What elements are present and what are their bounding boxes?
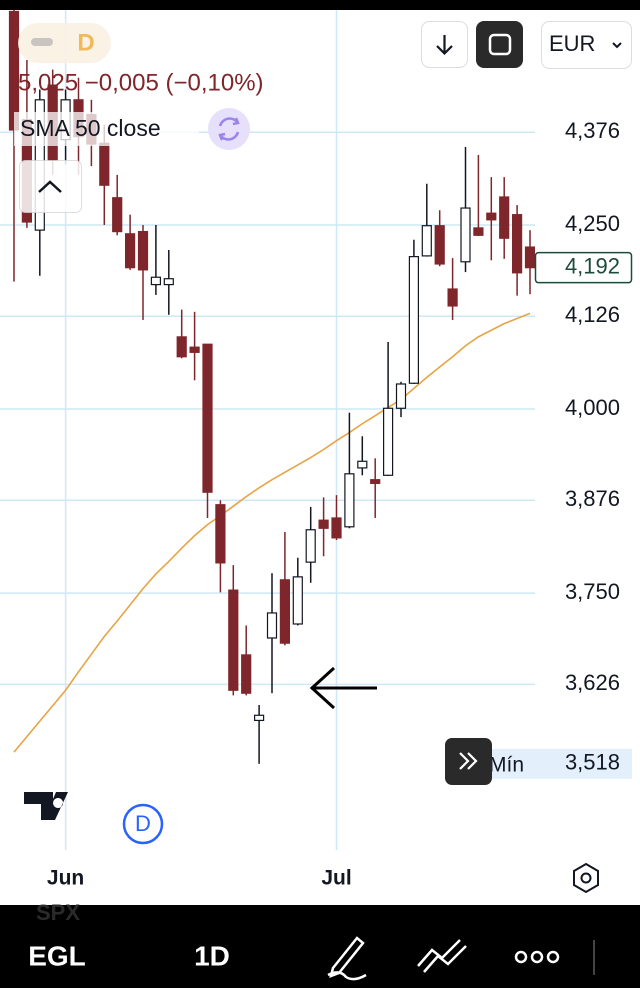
candle-down [279,579,290,644]
legend-values: 5,025 −0,005 (−0,10%) [18,69,264,96]
currency: EUR [549,31,595,56]
candle-down [524,246,535,269]
candle-down [137,230,149,271]
candle-up [460,207,471,263]
currency-button[interactable] [541,21,632,69]
badge-dash [31,38,53,46]
y-tick-label: 4,126 [565,302,620,327]
grid [0,10,535,850]
candle-down [499,196,510,239]
draw-icon[interactable] [327,936,367,981]
candle-up [254,714,265,722]
fullscreen-button[interactable] [476,21,523,68]
candle-up [292,576,303,625]
settings-dot [580,872,592,884]
candle-up [357,460,368,469]
candle-up [344,473,355,528]
y-tick-label: 3,750 [565,579,620,604]
sma-refresh[interactable] [208,108,250,150]
candle-down [473,227,484,236]
min-label: Mín [489,753,524,776]
faded-symbol: SPX [36,900,80,925]
logo [24,792,68,820]
watermark-circle [122,803,164,845]
min-box [484,748,632,779]
candle-down [124,233,136,269]
y-tick-label: 3,876 [565,486,620,511]
candle-down [202,343,213,493]
badge-pill[interactable] [18,23,111,63]
candle-down [511,214,523,274]
candle-up [395,383,407,409]
candle-down [189,346,200,353]
indicators-icon[interactable] [417,939,467,973]
x-tick-label: Jun [47,867,84,890]
chevron-up [38,180,62,193]
candle-down [318,519,329,529]
candle-up [150,276,161,286]
sma-label-bg [14,112,199,146]
status-bar [0,0,640,10]
candle-down [176,336,187,358]
candle-up [163,278,174,286]
fullscreen-icon [488,33,512,56]
refresh-icon [218,117,240,141]
candle-up [383,407,394,476]
candle-down [486,212,497,221]
y-tick-label: 4,000 [565,395,620,420]
expand-icon [459,752,478,770]
y-tick-label: 4,250 [565,211,620,236]
candle-up [305,529,316,563]
y-tick-label: 3,626 [565,670,620,695]
candle-up [408,256,419,384]
candle-down [370,479,381,484]
bottom-toolbar [0,905,640,988]
min-marker: Mín 3,518 [484,748,632,779]
drawn-arrow [309,666,377,710]
candle-down [447,288,458,307]
candle-down [331,517,342,539]
last-price-box [534,251,633,284]
more-icon[interactable] [514,950,560,964]
candle-down [99,142,110,186]
last-price-label: 4,192 [565,253,620,278]
min-value: 3,518 [565,750,620,775]
price-axis: 4,376 4,250 4,126 4,000 3,876 3,750 3,626 4,192 [534,118,633,695]
candle-down [215,504,226,564]
interval[interactable]: 1D [194,940,230,971]
down-arrow-icon [436,35,453,56]
y-tick-label: 4,376 [565,118,620,143]
settings-icon[interactable] [573,862,599,894]
candle-up [421,225,432,257]
sma-label[interactable]: SMA 50 close [20,115,161,141]
badge-text: D [77,29,94,56]
collapse-button[interactable] [19,160,82,213]
symbol[interactable]: EGL [28,940,86,971]
watermark-badge: D [135,811,151,836]
dropdown-icon [612,42,622,49]
x-axis: Jun Jul [47,867,352,890]
sma-line [13,312,531,753]
candle-down [434,225,445,265]
candle-up [266,612,278,639]
x-tick-label: Jul [321,867,351,890]
candle-down [228,589,239,691]
candle-down [241,654,252,694]
candle-down [112,197,123,233]
